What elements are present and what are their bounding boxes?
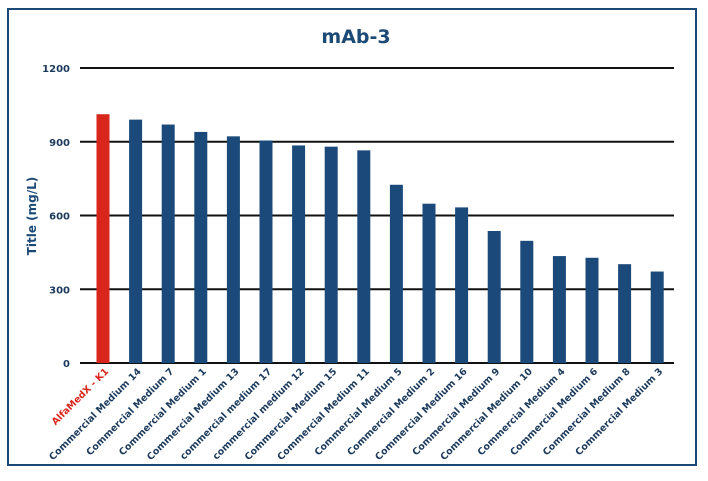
bar-6	[259, 140, 273, 363]
bar-7	[292, 145, 306, 363]
bar-17	[618, 264, 632, 363]
bar-4	[194, 131, 208, 363]
bar-10	[389, 184, 403, 363]
bar-18	[650, 271, 664, 363]
y-tick-label: 1200	[42, 64, 70, 75]
bar-3	[161, 124, 175, 364]
y-tick-label: 600	[49, 212, 70, 223]
bar-15	[552, 256, 566, 363]
x-tick-label: AlfaMedX - K1	[50, 366, 111, 427]
bar-14	[520, 240, 534, 363]
y-axis-label: Title (mg/L)	[25, 177, 39, 256]
bar-12	[455, 207, 469, 363]
y-tick-label: 300	[49, 285, 70, 296]
bars	[96, 114, 664, 364]
y-tick-label: 0	[63, 359, 70, 370]
bar-5	[226, 136, 240, 363]
bar-8	[324, 146, 338, 363]
chart-frame	[7, 8, 697, 466]
bar-1	[96, 114, 110, 363]
chart-title: mAb-3	[321, 26, 390, 48]
y-tick-label: 900	[49, 138, 70, 149]
y-tick-labels: 0 300 600 900 1200	[42, 64, 70, 370]
bar-9	[357, 150, 371, 363]
bar-13	[487, 230, 501, 363]
bar-16	[585, 257, 599, 363]
bar-2	[129, 119, 143, 363]
bar-11	[422, 203, 436, 363]
gridlines	[80, 67, 674, 364]
